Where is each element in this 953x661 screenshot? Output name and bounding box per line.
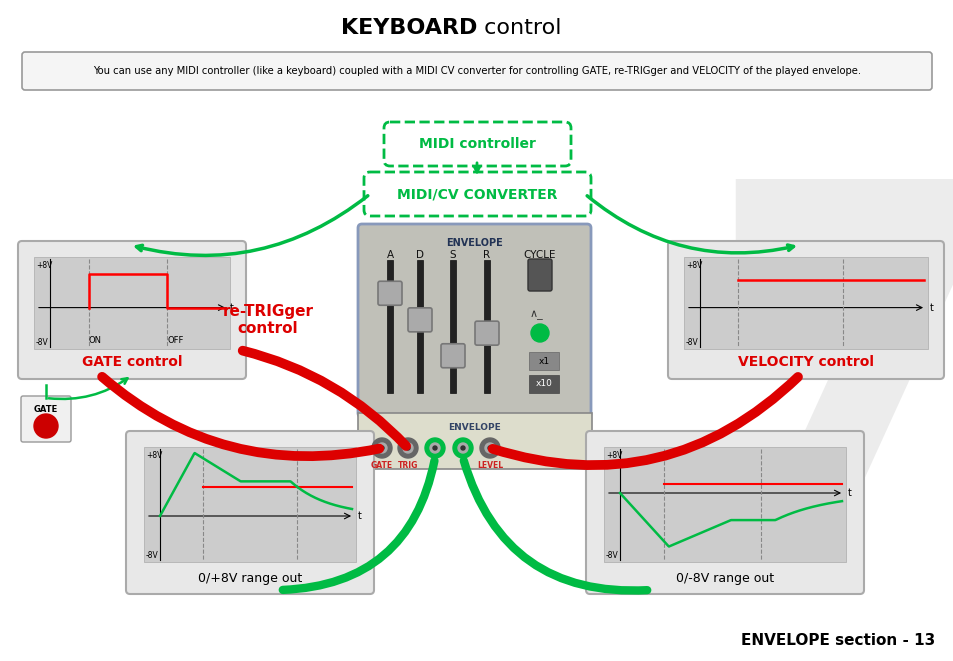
Circle shape bbox=[488, 446, 492, 450]
FancyBboxPatch shape bbox=[126, 431, 374, 594]
FancyBboxPatch shape bbox=[483, 260, 490, 393]
Circle shape bbox=[372, 438, 392, 458]
FancyBboxPatch shape bbox=[683, 257, 927, 349]
Text: VELOCITY control: VELOCITY control bbox=[738, 355, 873, 369]
Text: t: t bbox=[357, 511, 361, 521]
Text: t: t bbox=[929, 303, 933, 313]
Text: -8V: -8V bbox=[685, 338, 698, 347]
FancyBboxPatch shape bbox=[450, 260, 456, 393]
Text: MIDI/CV CONVERTER: MIDI/CV CONVERTER bbox=[396, 187, 558, 201]
Text: CYCLE: CYCLE bbox=[523, 250, 556, 260]
Circle shape bbox=[484, 443, 495, 453]
FancyBboxPatch shape bbox=[585, 431, 863, 594]
FancyBboxPatch shape bbox=[18, 241, 246, 379]
FancyBboxPatch shape bbox=[529, 375, 558, 393]
Circle shape bbox=[531, 324, 548, 342]
FancyBboxPatch shape bbox=[529, 352, 558, 370]
Text: D: D bbox=[416, 250, 423, 260]
FancyBboxPatch shape bbox=[21, 396, 71, 442]
Circle shape bbox=[424, 438, 444, 458]
FancyBboxPatch shape bbox=[440, 344, 464, 368]
Text: S: S bbox=[449, 250, 456, 260]
Text: 7: 7 bbox=[704, 165, 953, 595]
Circle shape bbox=[479, 438, 499, 458]
Circle shape bbox=[433, 446, 436, 450]
Text: LEVEL: LEVEL bbox=[476, 461, 502, 470]
Text: re-TRIGger
control: re-TRIGger control bbox=[222, 304, 314, 336]
Text: GATE control: GATE control bbox=[82, 355, 182, 369]
Text: +8V: +8V bbox=[605, 451, 621, 460]
FancyBboxPatch shape bbox=[22, 52, 931, 90]
Circle shape bbox=[379, 446, 384, 450]
FancyBboxPatch shape bbox=[357, 224, 590, 417]
FancyBboxPatch shape bbox=[408, 308, 432, 332]
Text: t: t bbox=[230, 303, 233, 313]
Text: t: t bbox=[847, 488, 851, 498]
Text: ENVELOPE section - 13: ENVELOPE section - 13 bbox=[740, 633, 934, 648]
FancyBboxPatch shape bbox=[527, 259, 552, 291]
FancyBboxPatch shape bbox=[603, 447, 845, 562]
Text: +8V: +8V bbox=[36, 261, 52, 270]
Text: OFF: OFF bbox=[167, 336, 184, 345]
Text: x1: x1 bbox=[537, 356, 549, 366]
FancyBboxPatch shape bbox=[667, 241, 943, 379]
Circle shape bbox=[457, 443, 468, 453]
Text: -8V: -8V bbox=[146, 551, 158, 560]
Text: MIDI controller: MIDI controller bbox=[418, 137, 536, 151]
Text: +8V: +8V bbox=[146, 451, 162, 460]
Text: TRIG: TRIG bbox=[397, 461, 417, 470]
Text: GATE: GATE bbox=[371, 461, 393, 470]
Text: You can use any MIDI controller (like a keyboard) coupled with a MIDI CV convert: You can use any MIDI controller (like a … bbox=[92, 66, 861, 76]
Text: KEYBOARD: KEYBOARD bbox=[340, 18, 476, 38]
Text: ENVELOPE: ENVELOPE bbox=[448, 423, 501, 432]
Text: -8V: -8V bbox=[36, 338, 49, 347]
Text: ENVELOPE: ENVELOPE bbox=[446, 238, 502, 248]
Text: x10: x10 bbox=[535, 379, 552, 389]
Text: +8V: +8V bbox=[685, 261, 701, 270]
FancyBboxPatch shape bbox=[377, 281, 401, 305]
Text: R: R bbox=[483, 250, 490, 260]
Text: 0/-8V range out: 0/-8V range out bbox=[676, 572, 773, 585]
Circle shape bbox=[430, 443, 439, 453]
Text: 0/+8V range out: 0/+8V range out bbox=[197, 572, 302, 585]
FancyBboxPatch shape bbox=[475, 321, 498, 345]
Text: control: control bbox=[476, 18, 561, 38]
Circle shape bbox=[460, 446, 464, 450]
Circle shape bbox=[453, 438, 473, 458]
Text: ON: ON bbox=[89, 336, 102, 345]
FancyBboxPatch shape bbox=[34, 257, 230, 349]
Text: -8V: -8V bbox=[605, 551, 618, 560]
FancyBboxPatch shape bbox=[384, 122, 571, 166]
FancyBboxPatch shape bbox=[416, 260, 422, 393]
Text: GATE: GATE bbox=[34, 405, 58, 414]
FancyBboxPatch shape bbox=[144, 447, 355, 562]
FancyBboxPatch shape bbox=[364, 172, 590, 216]
Circle shape bbox=[376, 443, 387, 453]
Circle shape bbox=[402, 443, 413, 453]
Text: ∧_: ∧_ bbox=[530, 310, 543, 320]
Circle shape bbox=[397, 438, 417, 458]
FancyBboxPatch shape bbox=[357, 413, 592, 469]
Text: A: A bbox=[386, 250, 394, 260]
Circle shape bbox=[34, 414, 58, 438]
FancyBboxPatch shape bbox=[387, 260, 393, 393]
Circle shape bbox=[406, 446, 410, 450]
